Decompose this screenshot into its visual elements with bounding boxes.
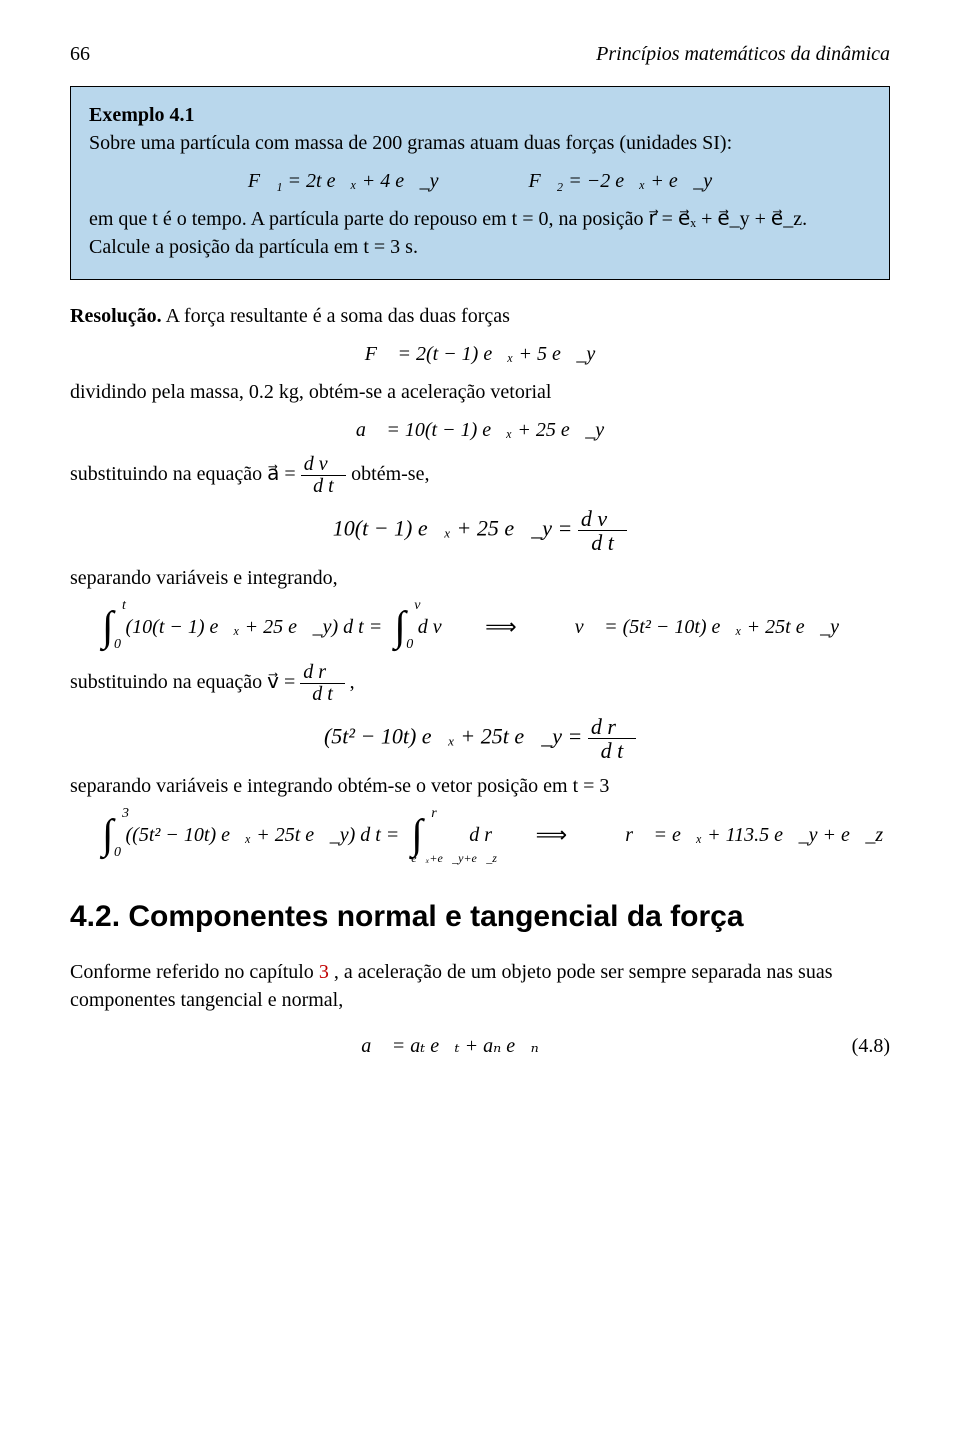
int1-result: v⃗ = (5t² − 10t) e⃗ₓ + 25t e⃗_y — [575, 613, 839, 641]
example-line-2a: em que t é o tempo. A partícula parte do… — [89, 205, 871, 233]
integral-1b: v⃗ ∫ 0⃗ — [392, 606, 408, 648]
implies-1: ⟹ — [485, 612, 517, 643]
int1-lower: 0 — [114, 635, 121, 655]
section-para-prefix: Conforme referido no capítulo — [70, 961, 319, 983]
int2b-body: d r⃗ — [469, 821, 507, 849]
p3-frac-den: d t — [301, 475, 346, 497]
section-title-text: Componentes normal e tangencial da força — [128, 900, 743, 933]
int2-upper: 3 — [122, 804, 129, 824]
force-1: F⃗₁ = 2t e⃗ₓ + 4 e⃗_y — [248, 167, 439, 195]
page-number: 66 — [70, 40, 90, 68]
p5-suffix: , — [350, 671, 355, 693]
p3-prefix: substituindo na equação a⃗ = — [70, 463, 301, 485]
eq3-lhs: 10(t − 1) e⃗ₓ + 25 e⃗_y = — [333, 516, 578, 541]
equation-dvdt: 10(t − 1) e⃗ₓ + 25 e⃗_y = d v⃗ d t — [70, 507, 890, 554]
integral-symbol-2: ∫ — [102, 814, 114, 856]
running-title: Princípios matemáticos da dinâmica — [596, 40, 890, 68]
integral-symbol-1: ∫ — [102, 606, 114, 648]
equation-4-8: a⃗ = aₜ e⃗ₜ + aₙ e⃗ₙ — [70, 1032, 830, 1060]
integral-1: t ∫ 0 — [100, 606, 116, 648]
eq5-lhs: (5t² − 10t) e⃗ₓ + 25t e⃗_y = — [324, 724, 588, 749]
equation-acceleration: a⃗ = 10(t − 1) e⃗ₓ + 25 e⃗_y — [70, 416, 890, 444]
integral-2b: r⃗ ∫ e⃗ₓ+e⃗_y+e⃗_z — [409, 814, 459, 856]
resolucao-text-1: A força resultante é a soma das duas for… — [166, 305, 510, 327]
int1b-lower: 0⃗ — [406, 635, 424, 655]
int1b-upper: v⃗ — [414, 596, 431, 616]
section-paragraph: Conforme referido no capítulo 3 , a acel… — [70, 958, 890, 1014]
p5-frac-den: d t — [300, 683, 344, 705]
paragraph-5: substituindo na equação v⃗ = d r⃗ d t , — [70, 662, 890, 705]
chapter-link[interactable]: 3 — [319, 961, 329, 983]
paragraph-2: dividindo pela massa, 0.2 kg, obtém-se a… — [70, 378, 890, 406]
example-title: Exemplo 4.1 — [89, 101, 871, 129]
eq3-frac-num: d v⃗ — [578, 507, 627, 530]
implies-2: ⟹ — [536, 820, 568, 851]
example-forces-row: F⃗₁ = 2t e⃗ₓ + 4 e⃗_y F⃗₂ = −2 e⃗ₓ + e⃗_… — [89, 167, 871, 195]
equation-net-force: F⃗ = 2(t − 1) e⃗ₓ + 5 e⃗_y — [70, 340, 890, 368]
p3-suffix: obtém-se, — [351, 463, 429, 485]
int1-upper: t — [122, 596, 126, 616]
equation-drdt: (5t² − 10t) e⃗ₓ + 25t e⃗_y = d r⃗ d t — [70, 715, 890, 762]
force-2: F⃗₂ = −2 e⃗ₓ + e⃗_y — [529, 167, 713, 195]
p5-prefix: substituindo na equação v⃗ = — [70, 671, 300, 693]
equation-4-8-number: (4.8) — [830, 1032, 890, 1060]
p3-fraction: d v⃗ d t — [301, 454, 346, 497]
paragraph-4: separando variáveis e integrando, — [70, 564, 890, 592]
p5-frac-num: d r⃗ — [300, 662, 344, 683]
paragraph-6: separando variáveis e integrando obtém-s… — [70, 772, 890, 800]
example-box: Exemplo 4.1 Sobre uma partícula com mass… — [70, 86, 890, 280]
p5-fraction: d r⃗ d t — [300, 662, 344, 705]
p3-frac-num: d v⃗ — [301, 454, 346, 475]
int2-body: ((5t² − 10t) e⃗ₓ + 25t e⃗_y) d t = — [126, 821, 400, 849]
example-title-label: Exemplo 4.1 — [89, 104, 195, 126]
int2-result: r⃗ = e⃗ₓ + 113.5 e⃗_y + e⃗_z — [625, 821, 883, 849]
resolution-paragraph-1: Resolução. A força resultante é a soma d… — [70, 302, 890, 330]
int2b-lower: e⃗ₓ+e⃗_y+e⃗_z — [411, 850, 497, 867]
section-heading: 4.2. Componentes normal e tangencial da … — [70, 896, 890, 938]
page: 66 Princípios matemáticos da dinâmica Ex… — [0, 0, 960, 1447]
integral-line-velocity: t ∫ 0 (10(t − 1) e⃗ₓ + 25 e⃗_y) d t = v⃗… — [100, 606, 890, 648]
eq5-fraction: d r⃗ d t — [588, 715, 636, 762]
equation-4-8-row: a⃗ = aₜ e⃗ₜ + aₙ e⃗ₙ (4.8) — [70, 1032, 890, 1060]
example-intro: Sobre uma partícula com massa de 200 gra… — [89, 129, 871, 157]
integral-line-position: 3 ∫ 0 ((5t² − 10t) e⃗ₓ + 25t e⃗_y) d t =… — [100, 814, 890, 856]
eq3-frac-den: d t — [578, 530, 627, 554]
paragraph-3: substituindo na equação a⃗ = d v⃗ d t ob… — [70, 454, 890, 497]
int2b-upper: r⃗ — [431, 804, 447, 824]
integral-symbol-1b: ∫ — [394, 606, 406, 648]
section-number: 4.2. — [70, 900, 120, 933]
eq5-frac-num: d r⃗ — [588, 715, 636, 738]
running-header: 66 Princípios matemáticos da dinâmica — [70, 40, 890, 68]
eq5-frac-den: d t — [588, 738, 636, 762]
int2-lower: 0 — [114, 843, 121, 863]
eq3-fraction: d v⃗ d t — [578, 507, 627, 554]
integral-2: 3 ∫ 0 — [100, 814, 116, 856]
resolucao-label: Resolução. — [70, 305, 162, 327]
int1-body: (10(t − 1) e⃗ₓ + 25 e⃗_y) d t = — [126, 613, 383, 641]
example-line-2b: Calcule a posição da partícula em t = 3 … — [89, 233, 871, 261]
example-line-2a-text: em que t é o tempo. A partícula parte do… — [89, 208, 807, 230]
